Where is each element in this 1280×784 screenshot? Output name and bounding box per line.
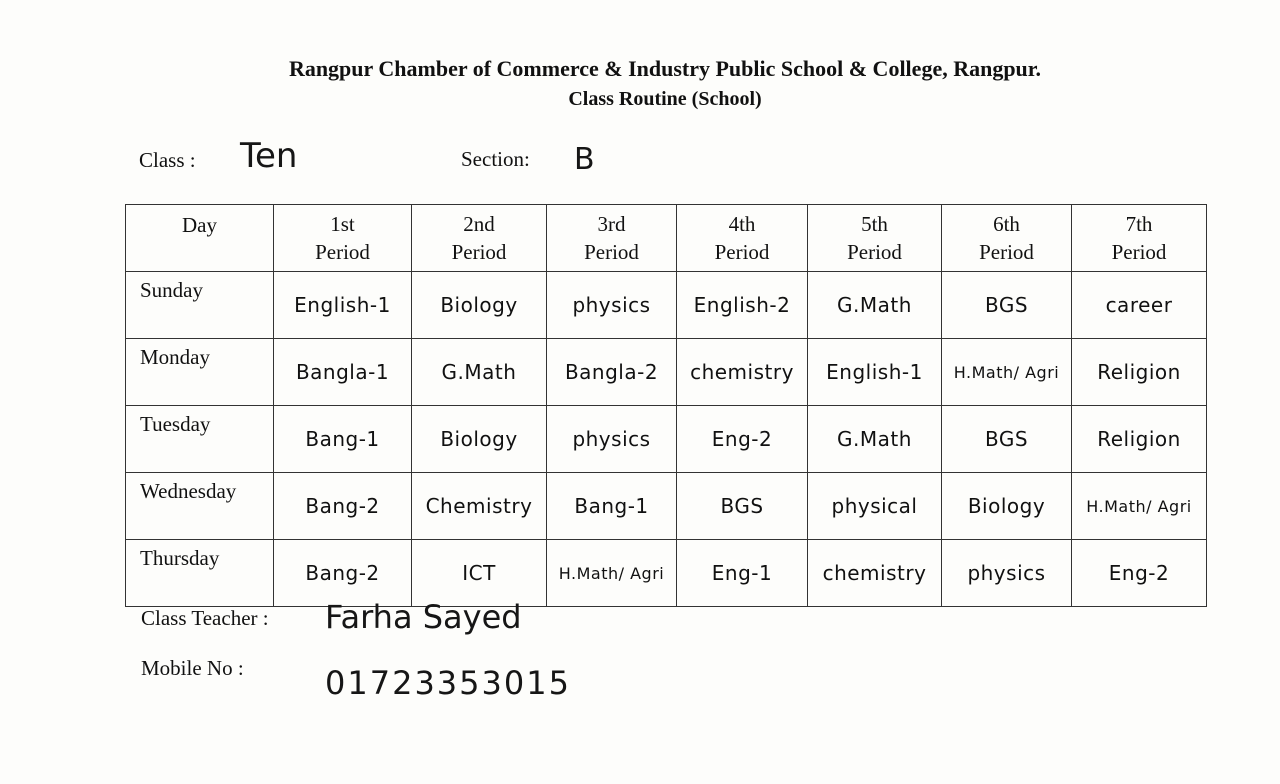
period-cell: H.Math/ Agri <box>1071 472 1207 540</box>
class-teacher-value: Farha Sayed <box>325 598 522 636</box>
day-cell: Monday <box>125 338 274 406</box>
period-cell: Bang-1 <box>273 405 412 473</box>
column-header-period-6: 6th Period <box>941 204 1072 272</box>
period-cell: physics <box>941 539 1072 607</box>
period-cell: Biology <box>411 271 547 339</box>
period-cell: H.Math/ Agri <box>941 338 1072 406</box>
table-row: Sunday English-1 Biology physics English-2 G.… <box>125 271 1207 339</box>
period-cell: G.Math <box>807 405 942 473</box>
period-cell: Religion <box>1071 405 1207 473</box>
period-cell: physics <box>546 405 677 473</box>
period-cell: G.Math <box>807 271 942 339</box>
period-cell: Bangla-2 <box>546 338 677 406</box>
mobile-label: Mobile No : <box>141 656 244 680</box>
period-cell: Bangla-1 <box>273 338 412 406</box>
period-cell: Chemistry <box>411 472 547 540</box>
period-cell: Biology <box>941 472 1072 540</box>
section-label: Section: <box>461 147 530 171</box>
period-cell: BGS <box>941 271 1072 339</box>
period-cell: Bang-2 <box>273 539 412 607</box>
class-teacher-label: Class Teacher : <box>141 606 269 630</box>
period-cell: Bang-1 <box>546 472 677 540</box>
day-cell: Sunday <box>125 271 274 339</box>
table-row: Thursday Bang-2 ICT H.Math/ Agri Eng-1 chemis… <box>125 539 1207 607</box>
period-cell: G.Math <box>411 338 547 406</box>
period-cell: Eng-1 <box>676 539 808 607</box>
table-row: Tuesday Bang-1 Biology physics Eng-2 G.Math BG… <box>125 405 1207 473</box>
routine-table: Day 1st Period 2nd Period 3rd Period 4th Per… <box>125 204 1207 607</box>
mobile-value: 01723353015 <box>325 664 571 702</box>
day-cell: Tuesday <box>125 405 274 473</box>
table-row: Monday Bangla-1 G.Math Bangla-2 chemistry Eng… <box>125 338 1207 406</box>
period-cell: Religion <box>1071 338 1207 406</box>
period-cell: Eng-2 <box>676 405 808 473</box>
period-cell: BGS <box>941 405 1072 473</box>
column-header-day: Day <box>125 204 274 272</box>
day-cell: Thursday <box>125 539 274 607</box>
column-header-period-7: 7th Period <box>1071 204 1207 272</box>
class-value: Ten <box>240 136 298 176</box>
column-header-period-1: 1st Period <box>273 204 412 272</box>
day-cell: Wednesday <box>125 472 274 540</box>
column-header-period-2: 2nd Period <box>411 204 547 272</box>
period-cell: chemistry <box>807 539 942 607</box>
period-cell: Bang-2 <box>273 472 412 540</box>
section-value: B <box>574 142 595 177</box>
period-cell: H.Math/ Agri <box>546 539 677 607</box>
period-cell: ICT <box>411 539 547 607</box>
period-cell: chemistry <box>676 338 808 406</box>
column-header-period-3: 3rd Period <box>546 204 677 272</box>
period-cell: English-1 <box>807 338 942 406</box>
period-cell: Eng-2 <box>1071 539 1207 607</box>
period-cell: BGS <box>676 472 808 540</box>
period-cell: physics <box>546 271 677 339</box>
period-cell: career <box>1071 271 1207 339</box>
school-name: Rangpur Chamber of Commerce & Industry P… <box>288 56 1042 81</box>
column-header-period-5: 5th Period <box>807 204 942 272</box>
class-label: Class : <box>139 148 196 172</box>
table-row: Wednesday Bang-2 Chemistry Bang-1 BGS physica… <box>125 472 1207 540</box>
column-header-period-4: 4th Period <box>676 204 808 272</box>
period-cell: Biology <box>411 405 547 473</box>
period-cell: physical <box>807 472 942 540</box>
table-header-row: Day 1st Period 2nd Period 3rd Period 4th Per… <box>125 204 1207 272</box>
document-subtitle: Class Routine (School) <box>568 88 762 110</box>
period-cell: English-2 <box>676 271 808 339</box>
period-cell: English-1 <box>273 271 412 339</box>
